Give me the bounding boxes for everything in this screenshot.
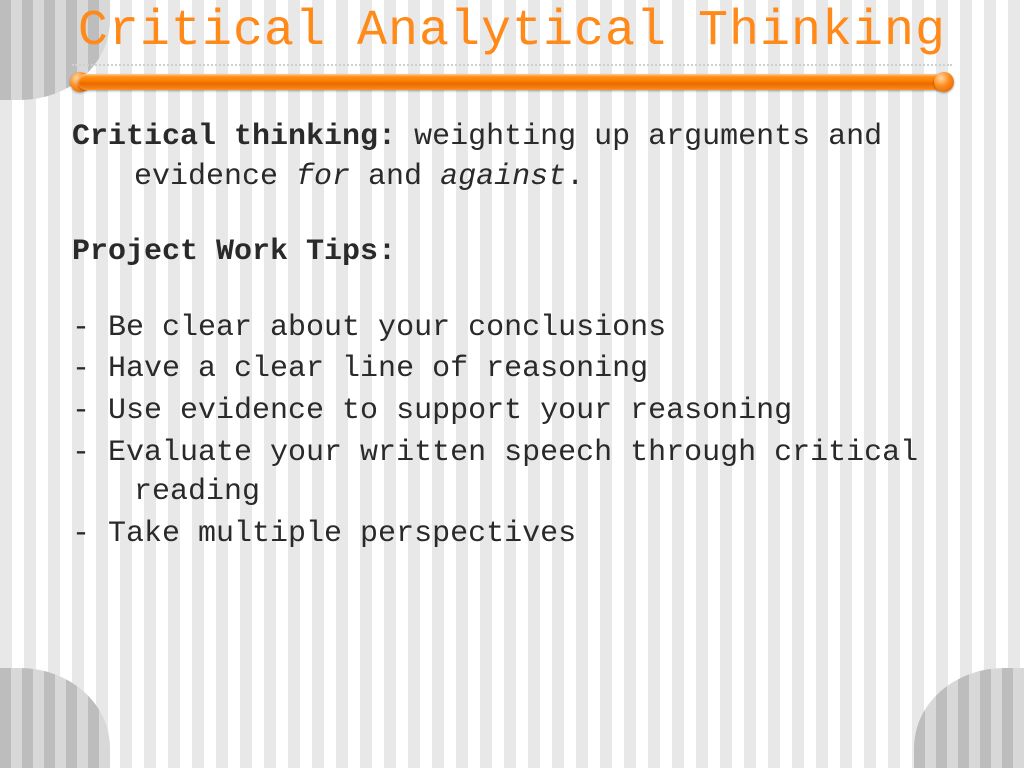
tip-text: Evaluate your written speech through cri… bbox=[108, 436, 918, 510]
tips-list: Be clear about your conclusions Have a c… bbox=[72, 309, 952, 555]
definition-italic-against: against bbox=[440, 160, 566, 194]
definition-mid: and bbox=[350, 160, 440, 194]
tip-text: Be clear about your conclusions bbox=[108, 311, 666, 345]
divider-cap-right bbox=[934, 72, 954, 92]
divider-bar-body bbox=[78, 74, 946, 90]
list-item: Have a clear line of reasoning bbox=[72, 350, 952, 390]
orange-divider-bar bbox=[72, 72, 952, 92]
list-item: Evaluate your written speech through cri… bbox=[72, 434, 952, 513]
tips-heading: Project Work Tips: bbox=[72, 233, 952, 273]
tip-text: Use evidence to support your reasoning bbox=[108, 394, 792, 428]
title-area: Critical Analytical Thinking bbox=[72, 2, 952, 66]
body-text: Critical thinking: weighting up argument… bbox=[72, 118, 952, 554]
slide-title: Critical Analytical Thinking bbox=[72, 2, 952, 64]
definition-tail: . bbox=[566, 160, 584, 194]
definition-paragraph: Critical thinking: weighting up argument… bbox=[72, 118, 952, 197]
list-item: Use evidence to support your reasoning bbox=[72, 392, 952, 432]
tip-text: Have a clear line of reasoning bbox=[108, 352, 648, 386]
definition-italic-for: for bbox=[296, 160, 350, 194]
corner-decor-bottom-left bbox=[0, 668, 110, 768]
slide-content: Critical Analytical Thinking Critical th… bbox=[0, 0, 1024, 554]
list-item: Take multiple perspectives bbox=[72, 515, 952, 555]
definition-label: Critical thinking: bbox=[72, 120, 396, 154]
list-item: Be clear about your conclusions bbox=[72, 309, 952, 349]
corner-decor-bottom-right bbox=[914, 668, 1024, 768]
tip-text: Take multiple perspectives bbox=[108, 517, 576, 551]
